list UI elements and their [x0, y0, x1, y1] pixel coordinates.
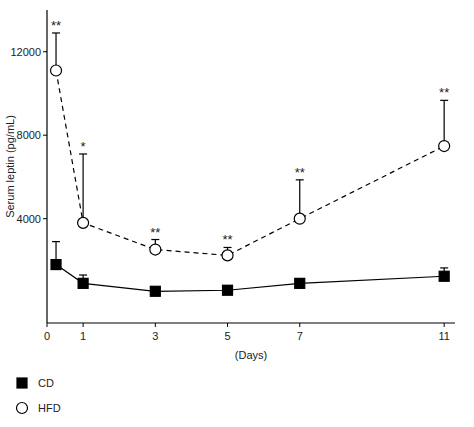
legend-marker [17, 403, 28, 414]
significance: ** [222, 232, 232, 247]
error-stem [444, 100, 445, 146]
error-cap [52, 241, 60, 242]
x-tick-label: 11 [438, 330, 449, 342]
x-tick-label: 5 [224, 330, 230, 342]
error-cap [440, 267, 448, 268]
legend-marker [17, 378, 27, 388]
y-axis-label: Serum leptin (pg/mL) [4, 115, 16, 218]
significance: * [81, 139, 86, 154]
x-tick [155, 323, 156, 327]
y-tick [43, 218, 47, 219]
data-point [51, 260, 61, 270]
data-point [439, 141, 450, 152]
legend-label: CD [38, 377, 54, 389]
x-tick [444, 323, 445, 327]
y-tick-label: 12000 [10, 46, 41, 58]
data-point [439, 271, 449, 281]
data-point [51, 65, 62, 76]
x-tick [299, 323, 300, 327]
x-axis [47, 322, 455, 323]
y-tick [43, 135, 47, 136]
y-tick-label: 8000 [17, 129, 41, 141]
data-point [150, 244, 161, 255]
x-axis-label: (Days) [235, 349, 267, 361]
series-line [56, 265, 444, 292]
data-point [150, 286, 160, 296]
data-point [295, 278, 305, 288]
data-point [78, 278, 88, 288]
y-axis [46, 10, 47, 323]
x-tick-label: 0 [44, 330, 50, 342]
series-line [56, 71, 444, 256]
y-tick-label: 4000 [17, 213, 41, 225]
significance: ** [51, 18, 61, 33]
x-tick [227, 323, 228, 327]
legend: CD HFD [17, 377, 61, 414]
data-point [222, 250, 233, 261]
x-tick-label: 7 [297, 330, 303, 342]
data-point [78, 217, 89, 228]
error-bar [440, 100, 448, 146]
error-stem [83, 154, 84, 223]
x-tick [83, 323, 84, 327]
significance: ** [150, 225, 160, 240]
y-tick [43, 51, 47, 52]
x-tick [47, 323, 48, 327]
x-tick-label: 3 [152, 330, 158, 342]
error-bar [79, 154, 87, 223]
plot-area [51, 33, 450, 296]
chart: 4000 8000 12000 0 1 3 5 7 11 (Days) Serum leptin (… [0, 0, 474, 427]
data-point [294, 213, 305, 224]
significance: ** [439, 85, 449, 100]
significance: ** [295, 165, 305, 180]
data-point [223, 285, 233, 295]
legend-label: HFD [38, 402, 61, 414]
error-cap [79, 274, 87, 275]
x-tick-label: 1 [80, 330, 86, 342]
